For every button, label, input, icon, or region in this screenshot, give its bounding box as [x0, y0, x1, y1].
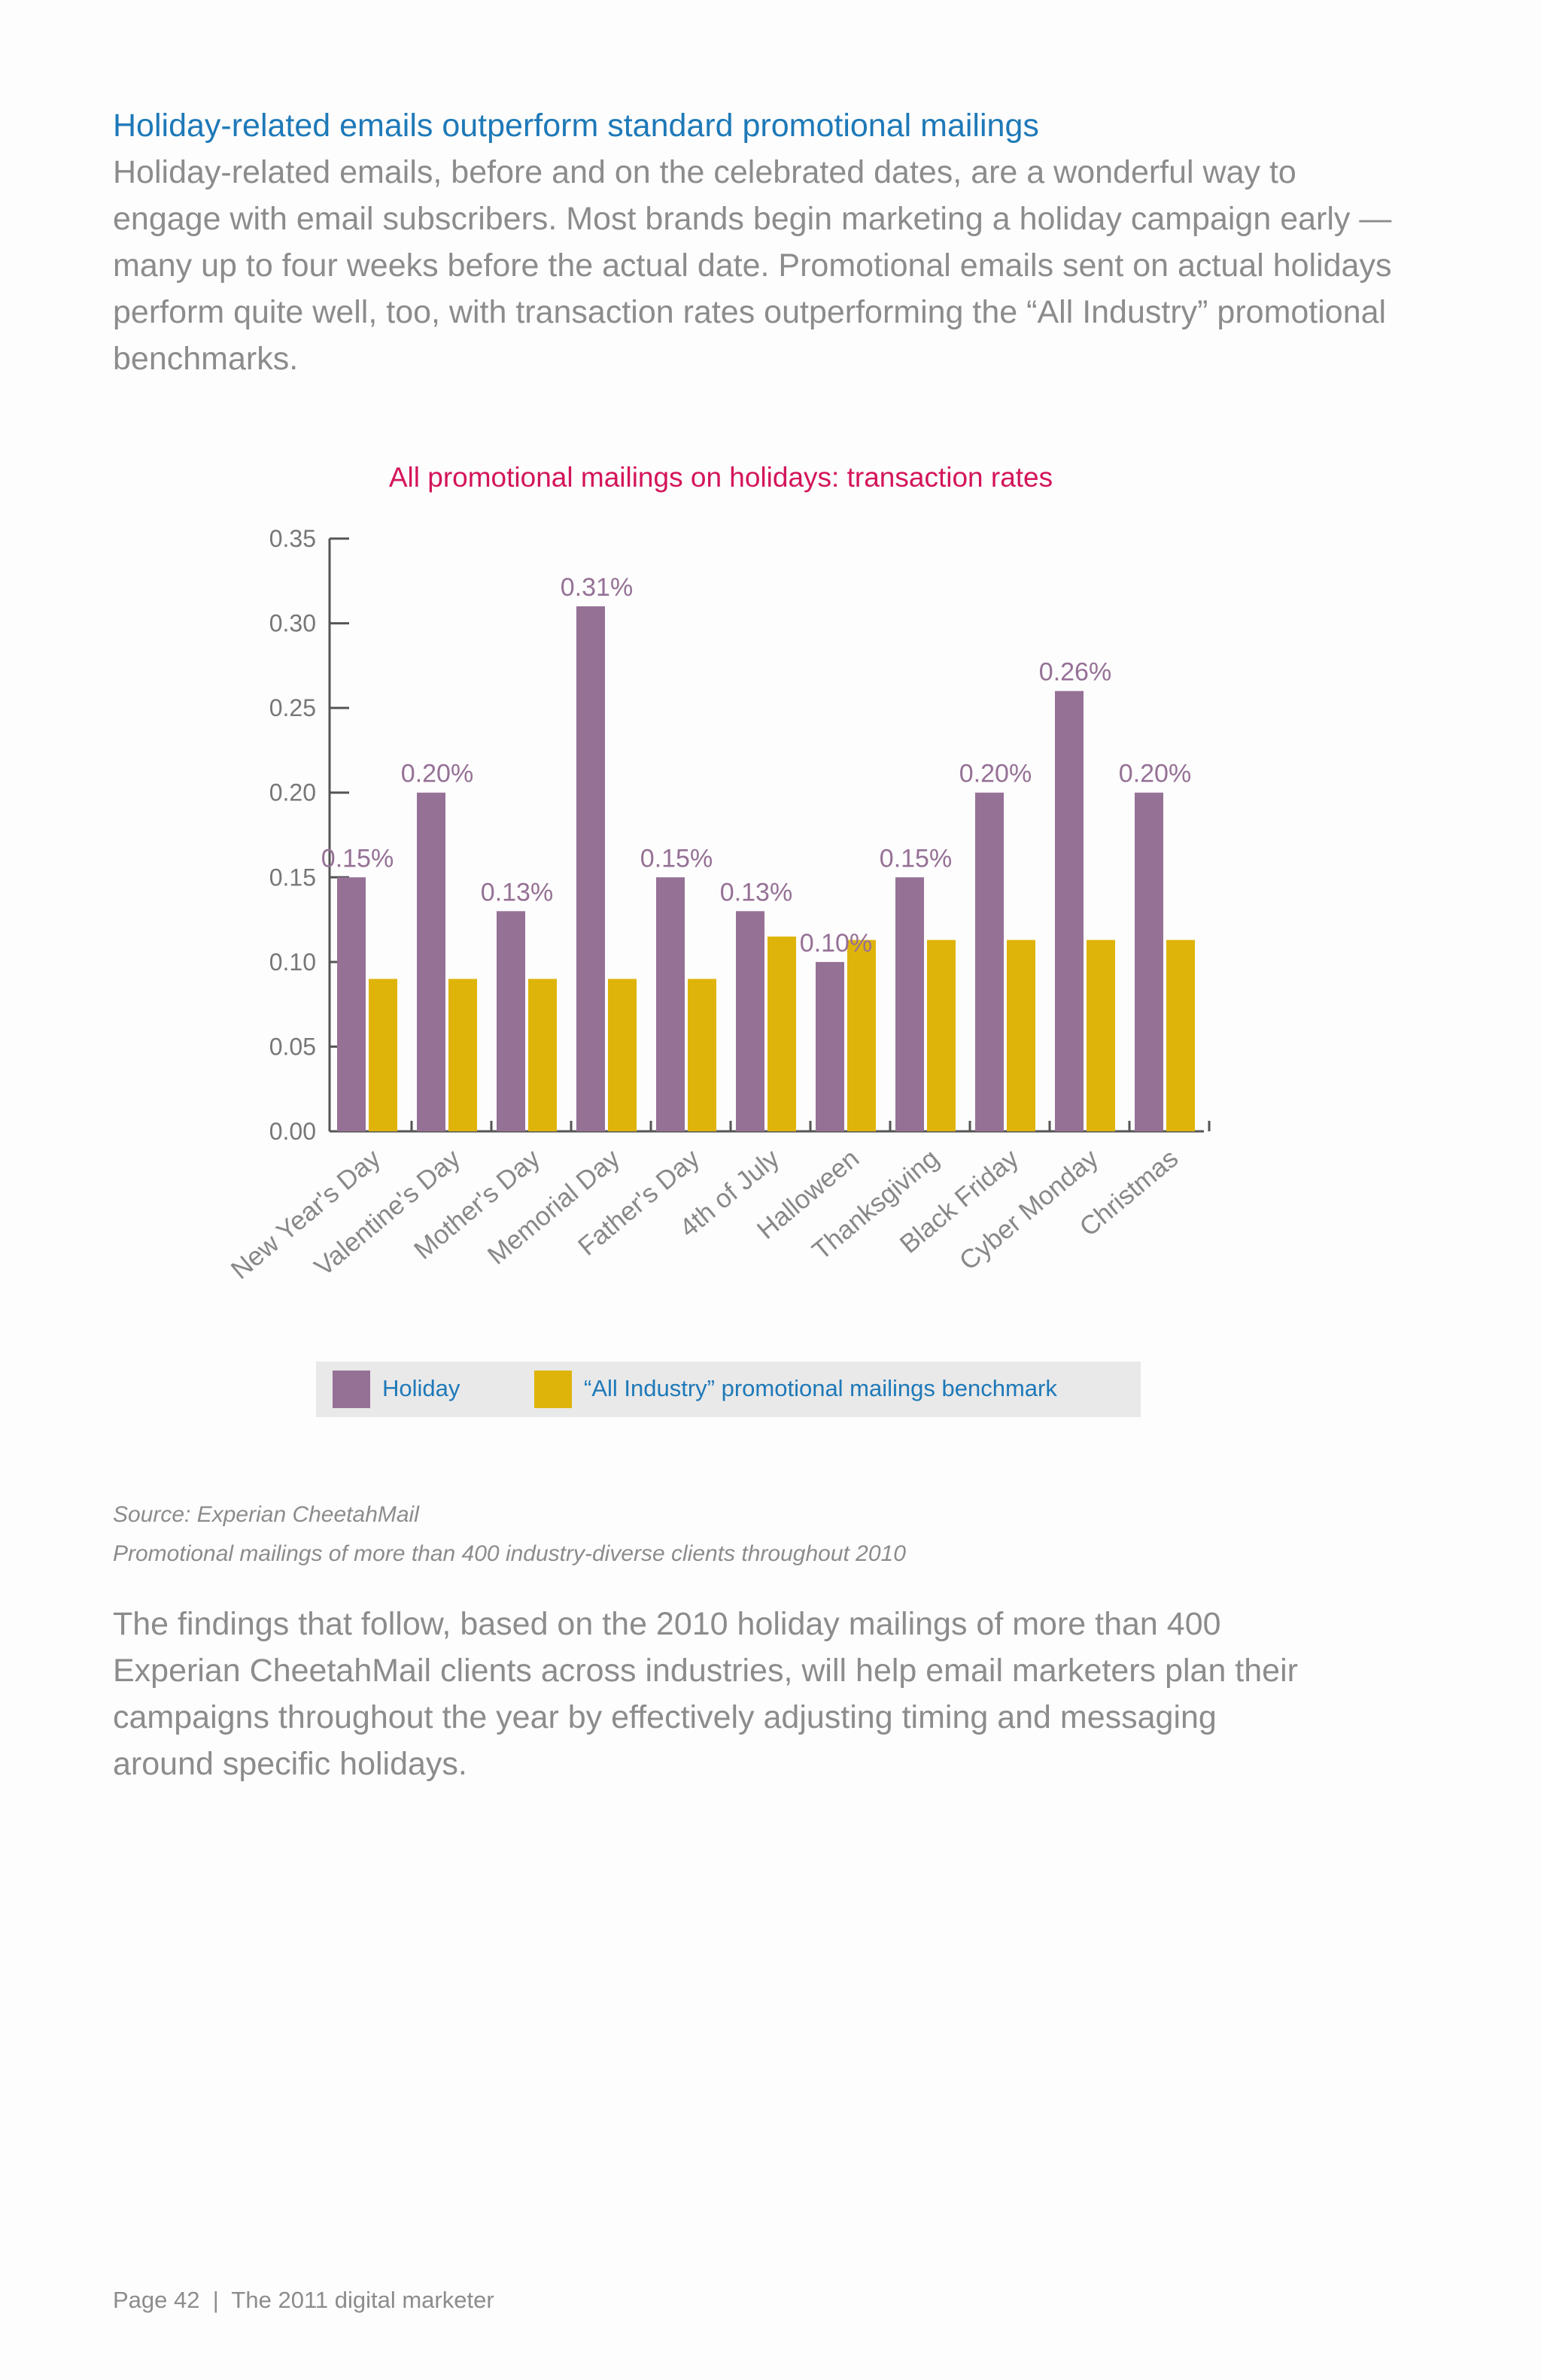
bar-chart: 0.000.050.100.150.200.250.300.350.15%New… — [226, 525, 1211, 1285]
bar-holiday-3 — [576, 606, 605, 1131]
y-tick-label-6: 0.30 — [269, 610, 316, 637]
bar-benchmark-5 — [767, 937, 796, 1131]
chart-legend: Holiday “All Industry” promotional maili… — [316, 1362, 1141, 1417]
category-label-9: Cyber Monday — [954, 1143, 1105, 1276]
data-label-5: 0.13% — [720, 878, 792, 906]
legend-swatch-holiday — [333, 1371, 370, 1408]
data-label-10: 0.20% — [1119, 760, 1191, 788]
bar-benchmark-4 — [688, 979, 716, 1131]
findings-paragraph: The findings that follow, based on the 2… — [113, 1606, 1298, 1782]
data-label-4: 0.15% — [640, 844, 713, 873]
bar-holiday-7 — [895, 877, 924, 1131]
bar-benchmark-6 — [847, 940, 876, 1131]
bar-benchmark-1 — [448, 979, 477, 1131]
data-label-3: 0.31% — [561, 573, 633, 602]
bar-benchmark-9 — [1087, 940, 1115, 1131]
bar-holiday-0 — [337, 877, 366, 1131]
bar-holiday-2 — [497, 911, 525, 1131]
bar-holiday-4 — [656, 877, 685, 1131]
source-note: Source: Experian CheetahMail Promotional… — [113, 1495, 1392, 1574]
section-heading: Holiday-related emails outperform standa… — [113, 108, 1039, 144]
data-label-6: 0.10% — [800, 929, 872, 958]
bar-holiday-8 — [975, 792, 1004, 1131]
bar-holiday-6 — [816, 961, 844, 1131]
bar-benchmark-2 — [528, 979, 557, 1131]
y-tick-label-7: 0.35 — [269, 525, 316, 552]
legend-swatch-benchmark — [534, 1371, 572, 1408]
bar-benchmark-3 — [608, 979, 637, 1131]
bar-benchmark-8 — [1007, 940, 1035, 1131]
y-tick-label-3: 0.15 — [269, 864, 316, 891]
y-tick-label-4: 0.20 — [269, 779, 316, 806]
y-tick-label-0: 0.00 — [269, 1118, 316, 1145]
y-tick-label-2: 0.10 — [269, 949, 316, 976]
bar-holiday-1 — [417, 792, 445, 1131]
source-line-2: Promotional mailings of more than 400 in… — [113, 1541, 906, 1566]
bar-holiday-9 — [1055, 691, 1084, 1131]
y-tick-label-1: 0.05 — [269, 1033, 316, 1060]
legend-label-holiday: Holiday — [382, 1375, 460, 1401]
bar-benchmark-0 — [369, 979, 397, 1131]
data-label-2: 0.13% — [481, 878, 553, 906]
page-footer: Page 42 | The 2011 digital marketer — [113, 2287, 494, 2313]
category-label-1: Valentine's Day — [309, 1143, 467, 1282]
bar-holiday-5 — [736, 911, 764, 1131]
bar-benchmark-7 — [927, 940, 956, 1131]
data-label-1: 0.20% — [401, 760, 473, 788]
bar-benchmark-10 — [1166, 940, 1195, 1131]
data-label-9: 0.26% — [1039, 658, 1111, 687]
data-label-7: 0.15% — [880, 844, 952, 873]
intro-paragraph: Holiday-related emails, before and on th… — [113, 154, 1392, 377]
bar-holiday-10 — [1135, 792, 1163, 1131]
data-label-8: 0.20% — [959, 760, 1032, 788]
legend-label-benchmark: “All Industry” promotional mailings benc… — [584, 1375, 1057, 1401]
data-label-0: 0.15% — [321, 844, 394, 873]
chart-title: All promotional mailings on holidays: tr… — [388, 462, 1053, 493]
source-line-1: Source: Experian CheetahMail — [113, 1502, 419, 1527]
y-tick-label-5: 0.25 — [269, 694, 316, 721]
